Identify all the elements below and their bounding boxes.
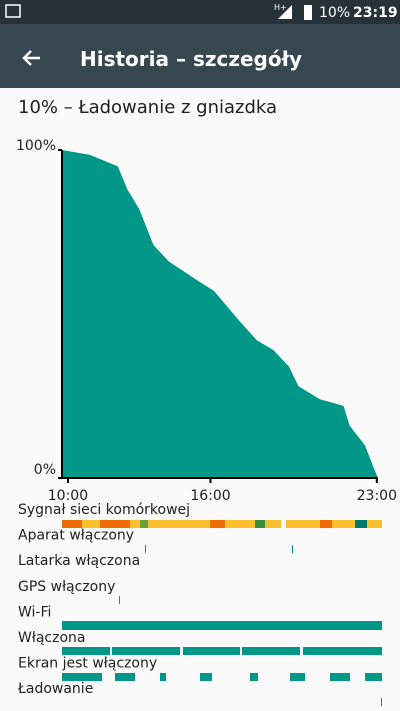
activity-label: Wi-Fi xyxy=(18,604,51,620)
summary: 10% – Ładowanie z gniazdka xyxy=(18,97,277,118)
app-title: Historia – szczegóły xyxy=(80,47,302,71)
gps-bar xyxy=(119,596,120,604)
activity-label: Ładowanie xyxy=(17,681,93,697)
signal-bar xyxy=(62,520,82,528)
awake-gap xyxy=(240,647,242,655)
camera-bar xyxy=(292,545,293,553)
activity-label: Latarka włączona xyxy=(18,553,140,569)
screen-bar xyxy=(62,673,102,681)
battery-text: 10% xyxy=(319,5,350,21)
activity-bars xyxy=(62,520,382,706)
status-icons: H+ 10% 23:19 xyxy=(5,3,398,21)
signal-bar xyxy=(140,520,148,528)
back-button[interactable] xyxy=(22,50,40,66)
signal-bar xyxy=(255,520,265,528)
screen-bar xyxy=(160,673,166,681)
wifi-bar xyxy=(62,621,382,630)
x-tick-label: 23:00 xyxy=(357,488,397,504)
app-bar: Historia – szczegóły xyxy=(0,24,400,88)
screen-bar xyxy=(115,673,135,681)
awake-gap xyxy=(180,647,183,655)
screen-bar xyxy=(365,673,382,681)
signal-gap xyxy=(281,520,286,528)
network-type: H+ xyxy=(274,3,287,12)
signal-bar xyxy=(355,520,367,528)
camera-bar xyxy=(145,545,146,553)
awake-gap xyxy=(110,647,112,655)
activity-label: Aparat włączony xyxy=(18,528,134,544)
activity-label: GPS włączony xyxy=(18,579,115,595)
activity-label: Włączona xyxy=(18,630,85,646)
battery-icon xyxy=(304,5,312,20)
y-tick-label: 0% xyxy=(34,462,56,478)
gallery-icon xyxy=(5,4,21,18)
activity-label: Ekran jest włączony xyxy=(18,656,157,672)
signal-bar xyxy=(210,520,225,528)
clock: 23:19 xyxy=(353,5,398,21)
awake-bar xyxy=(62,647,382,655)
x-tick-label: 10:00 xyxy=(48,488,88,504)
app-bar-content: Historia – szczegóły xyxy=(22,47,302,71)
signal-bar xyxy=(100,520,130,528)
screen-bar xyxy=(330,673,350,681)
awake-gap xyxy=(300,647,303,655)
activity-label: Sygnał sieci komórkowej xyxy=(18,502,190,518)
signal-bar xyxy=(320,520,332,528)
status-bar: H+ 10% 23:19 xyxy=(0,0,400,24)
x-tick-label: 16:00 xyxy=(190,488,230,504)
signal-icon xyxy=(278,5,292,19)
battery-area xyxy=(62,150,378,478)
charging-bar xyxy=(381,698,382,706)
screen-bar xyxy=(250,673,258,681)
screen-bar xyxy=(290,673,305,681)
chart: 10% – Ładowanie z gniazdka Sygnał sieci … xyxy=(16,97,397,706)
y-tick-label: 100% xyxy=(16,138,56,154)
screen-bar xyxy=(200,673,212,681)
